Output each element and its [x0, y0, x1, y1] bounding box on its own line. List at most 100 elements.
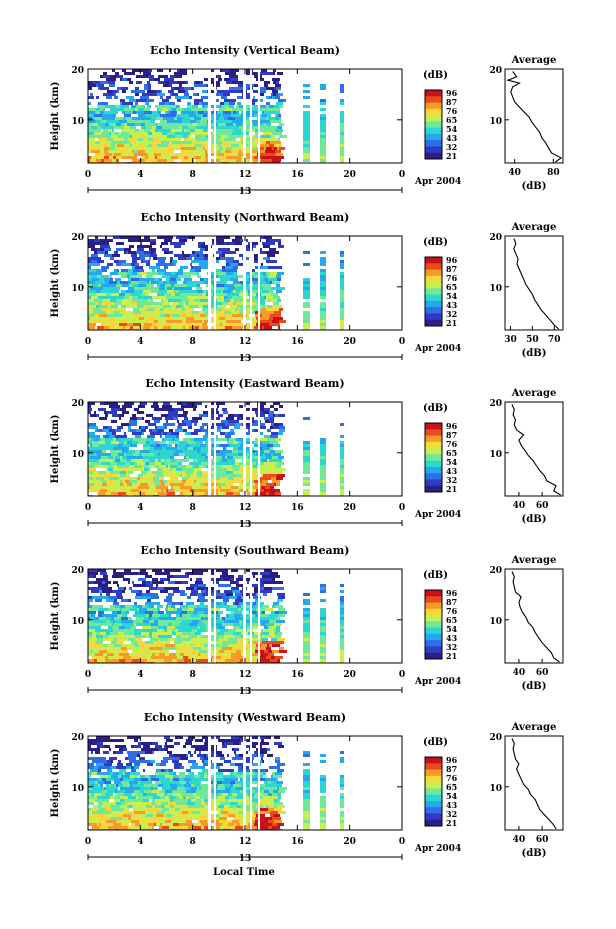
heatmap-cell [100, 81, 108, 84]
heatmap-cell [320, 257, 326, 260]
heatmap-cell [320, 126, 326, 129]
heatmap-cell [153, 641, 161, 644]
heatmap-cell [205, 314, 209, 317]
heatmap-cell [245, 489, 248, 492]
heatmap-cell [180, 236, 188, 239]
heatmap-cell [340, 608, 344, 611]
heatmap-cell [150, 581, 152, 584]
heatmap-cell [150, 635, 152, 638]
heatmap-cell [166, 420, 168, 423]
heatmap-cell [263, 402, 266, 405]
heatmap-cell [113, 483, 120, 486]
heatmap-cell [216, 641, 222, 644]
heatmap-cell [137, 641, 143, 644]
heatmap-cell [115, 314, 123, 317]
heatmap-cell [201, 429, 209, 432]
heatmap-cell [303, 320, 310, 323]
heatmap-cell [320, 784, 326, 787]
heatmap-cell [173, 647, 176, 650]
heatmap-cell [199, 414, 207, 417]
heatmap-cell [172, 468, 174, 471]
heatmap-cell [158, 748, 165, 751]
heatmap-cell [189, 456, 197, 459]
heatmap-cell [196, 572, 203, 575]
heatmap-cell [233, 742, 235, 745]
heatmap-cell [116, 486, 118, 489]
heatmap-cell [278, 117, 281, 120]
heatmap-cell [250, 242, 258, 245]
heatmap-cell [137, 462, 144, 465]
heatmap-cell [136, 650, 142, 653]
heatmap-cell [340, 632, 344, 635]
heatmap-cell [168, 605, 171, 608]
heatmap-cell [161, 486, 168, 489]
heatmap-cell [134, 287, 142, 290]
heatmap-cell [224, 650, 228, 653]
heatmap-cell [166, 278, 170, 281]
heatmap-cell [111, 641, 116, 644]
heatmap-cell [88, 159, 90, 162]
heatmap-cell [320, 608, 326, 611]
heatmap-cell [269, 411, 274, 414]
heatmap-cell [215, 653, 220, 656]
heatmap-cell [125, 326, 130, 329]
heatmap-cell [103, 135, 109, 138]
heatmap-cell [231, 736, 239, 739]
heatmap-cell [160, 305, 163, 308]
heatmap-cell [163, 474, 170, 477]
heatmap-cell [273, 414, 275, 417]
heatmap-cell [98, 766, 104, 769]
heatmap-cell [340, 468, 344, 471]
heatmap-cell [140, 117, 143, 120]
heatmap-cell [279, 93, 283, 96]
colorbar-swatch [425, 627, 442, 635]
heatmap-cell [202, 760, 204, 763]
heatmap-cell [110, 772, 113, 775]
heatmap-cell [92, 284, 98, 287]
heatmap-cell [162, 132, 167, 135]
heatmap-cell [228, 644, 235, 647]
heatmap-cell [277, 659, 280, 662]
heatmap-cell [106, 593, 110, 596]
heatmap-cell [253, 575, 255, 578]
heatmap-cell [214, 269, 222, 272]
heatmap-cell [222, 572, 224, 575]
heatmap-cell [151, 314, 153, 317]
heatmap-cell [92, 489, 100, 492]
heatmap-cell [233, 420, 237, 423]
heatmap-cell [189, 159, 194, 162]
heatmap-cell [149, 93, 157, 96]
heatmap-cell [170, 275, 172, 278]
heatmap-cell [264, 408, 270, 411]
heatmap-cell [175, 736, 183, 739]
heatmap-cell [275, 611, 279, 614]
heatmap-cell [244, 569, 252, 572]
heatmap-cell [115, 72, 119, 75]
heatmap-cell [117, 426, 123, 429]
heatmap-cell [190, 766, 197, 769]
heatmap-cell [197, 290, 203, 293]
heatmap-cell [93, 575, 96, 578]
heatmap-cell [254, 105, 258, 108]
heatmap-cell [203, 132, 209, 135]
heatmap-cell [320, 468, 326, 471]
heatmap-cell [177, 659, 184, 662]
heatmap-cell [169, 102, 175, 105]
heatmap-cell [141, 323, 144, 326]
heatmap-cell [253, 299, 260, 302]
heatmap-cell [269, 105, 274, 108]
heatmap-cell [130, 486, 133, 489]
heatmap-cell [160, 578, 167, 581]
heatmap-cell [196, 659, 202, 662]
heatmap-cell [101, 320, 105, 323]
data-gap [208, 69, 211, 163]
colorbar-swatch [425, 652, 442, 660]
heatmap-cell [201, 453, 206, 456]
heatmap-cell [97, 275, 101, 278]
heatmap-cell [116, 242, 124, 245]
heatmap-cell [216, 99, 219, 102]
heatmap-cell [162, 438, 164, 441]
heatmap-cell [233, 111, 236, 114]
heatmap-cell [239, 296, 242, 299]
heatmap-cell [88, 766, 94, 769]
